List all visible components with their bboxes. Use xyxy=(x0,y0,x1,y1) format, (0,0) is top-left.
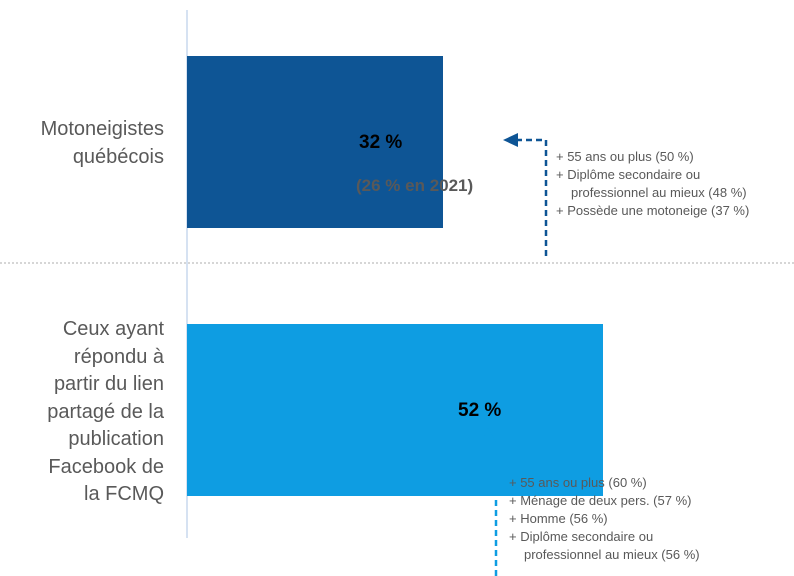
category-label-line: publication xyxy=(68,428,164,450)
bar-motoneigistes xyxy=(187,56,443,228)
category-label-line: Motoneigistes xyxy=(40,118,164,140)
profile-note-line: + Ménage de deux pers. (57 %) xyxy=(509,493,692,508)
profile-note-line: + Homme (56 %) xyxy=(509,511,608,526)
profile-note-line: + Diplôme secondaire ou xyxy=(509,529,654,544)
category-label-line: québécois xyxy=(72,145,164,168)
category-label-line: la FCMQ xyxy=(84,483,164,505)
category-label-line: partagé de la xyxy=(47,400,164,423)
profile-note-line: + 55 ans ou plus (50 %) xyxy=(556,149,694,164)
value-sublabel-2021: (26 % en 2021) xyxy=(356,176,474,195)
category-label-motoneigistes: Motoneigistes québécois xyxy=(41,116,164,171)
annotation-arrow-line-facebook-respondents xyxy=(490,439,498,576)
annotation-arrow-head-icon xyxy=(482,428,496,442)
profile-note-line: professionnel au mieux (56 %) xyxy=(524,547,700,562)
annotation-arrow-head-icon xyxy=(503,133,518,147)
category-label-line: répondu à xyxy=(73,345,164,368)
profile-note-line: + Possède une motoneige (37 %) xyxy=(556,203,750,218)
annotation-arrow-line-motoneigistes xyxy=(516,138,548,256)
category-label-line: partir du lien xyxy=(53,373,164,395)
profile-note-facebook-respondents: + 55 ans ou plus (60 %) + Ménage de deux … xyxy=(509,474,700,564)
category-label-facebook-respondents: Ceux ayant répondu à partir du lien partagé… xyxy=(47,316,164,509)
category-label-line: Facebook de xyxy=(48,455,164,478)
value-label-facebook-respondents: 52 % xyxy=(458,400,502,421)
profile-note-line: + Diplôme secondaire ou xyxy=(556,167,701,182)
profile-note-line: + 55 ans ou plus (60 %) xyxy=(509,475,647,490)
value-label-motoneigistes: 32 % xyxy=(359,132,403,153)
category-label-line: Ceux ayant xyxy=(62,318,164,340)
bar-facebook-respondents xyxy=(187,324,603,496)
profile-note-line: professionnel au mieux (48 %) xyxy=(571,185,747,200)
profile-note-motoneigistes: + 55 ans ou plus (50 %) + Diplôme seconda… xyxy=(556,148,749,220)
